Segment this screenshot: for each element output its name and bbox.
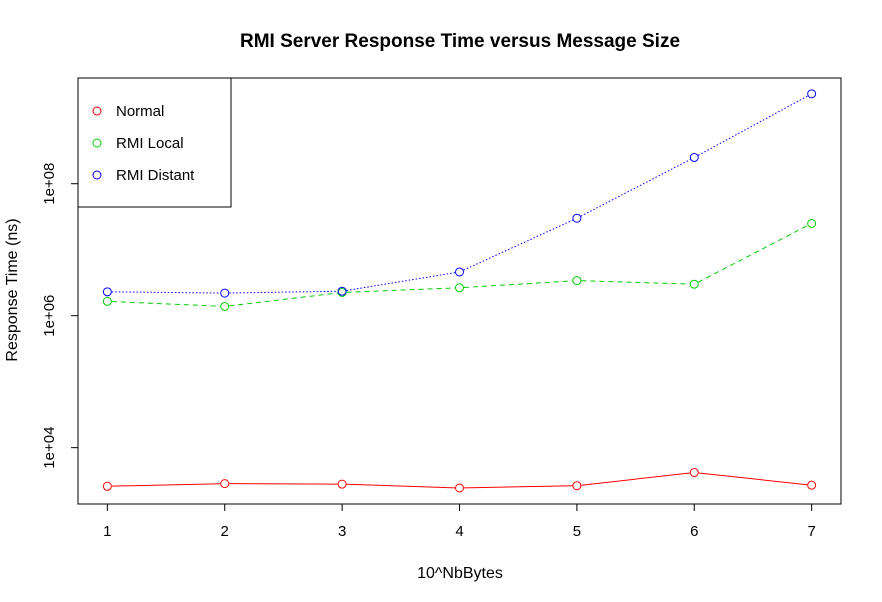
data-point [455,283,464,293]
data-point [220,479,230,489]
series-line-segment [463,219,574,271]
legend-box [77,77,232,208]
legend-label: RMI Local [116,135,184,152]
y-tick-label: 1e+06 [41,295,58,337]
series-line-segment [111,291,221,294]
data-point [572,276,582,286]
x-tick-label: 1 [103,523,111,540]
data-point [572,213,582,223]
data-point [220,301,230,311]
data-point [807,218,817,228]
x-tick-label: 6 [690,523,698,540]
legend-marker [92,170,102,180]
series-line-segment [111,301,221,307]
series-line-segment [346,272,456,291]
series-line-segment [346,287,456,293]
legend-label: RMI Distant [116,167,195,184]
series-line-segment [463,280,573,288]
data-point [807,480,817,490]
legend-label: Normal [116,103,164,120]
series-line-segment [463,485,573,489]
x-tick-label: 5 [573,523,581,540]
data-point [337,286,347,296]
series-line-segment [346,483,456,489]
x-tick-label: 2 [221,523,229,540]
series-line-segment [581,280,690,285]
data-point [220,288,230,298]
x-tick-label: 4 [455,523,463,540]
data-point [689,152,699,162]
y-axis-label: Response Time (ns) [4,218,21,361]
legend-marker [92,138,102,148]
series-line-segment [581,472,690,486]
y-axis: 1e+04 1e+06 1e+08 [41,163,79,469]
series-line-segment [697,95,808,156]
data-point [807,89,817,99]
series-line-segment [229,290,338,294]
series-layer [102,89,817,493]
y-tick-label: 1e+04 [41,427,58,469]
chart-title: RMI Server Response Time versus Message … [240,31,680,52]
series-line-segment [580,159,691,217]
data-point [572,481,582,491]
data-point [102,296,112,306]
data-point [455,267,464,277]
x-axis: 1 2 3 4 5 6 7 [103,503,816,540]
data-point [337,479,347,489]
legend: Normal RMI Local RMI Distant [77,77,232,208]
series-rmi-local [102,218,817,311]
x-axis-label: 10^NbBytes [417,565,503,582]
legend-marker [92,106,102,116]
data-point [102,287,112,297]
y-tick-label: 1e+08 [41,163,58,205]
series-line-segment [229,292,338,307]
series-normal [102,468,817,493]
series-line-segment [698,472,808,486]
series-line-segment [111,483,221,487]
data-point [689,468,699,478]
x-tick-label: 7 [807,523,815,540]
data-point [455,483,464,493]
data-point [102,481,112,491]
series-rmi-distant [102,89,817,298]
series-line-segment [698,225,808,283]
data-point [689,279,699,289]
x-tick-label: 3 [338,523,346,540]
